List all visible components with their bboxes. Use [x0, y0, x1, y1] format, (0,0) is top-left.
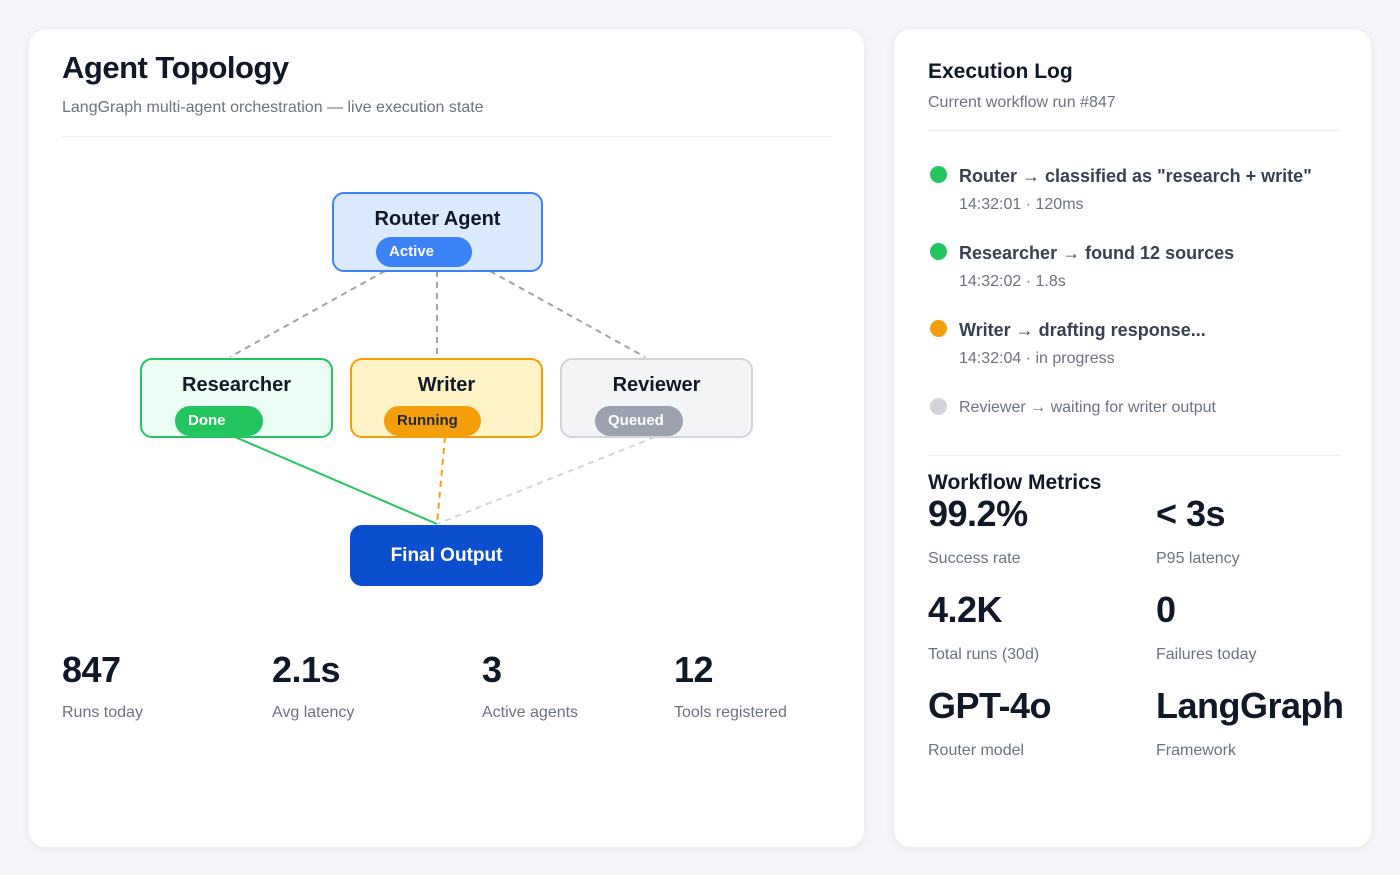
status-dot-done: [930, 243, 947, 260]
status-badge-done: Done: [175, 406, 263, 436]
node-final-output[interactable]: Final Output: [350, 525, 543, 586]
node-name: Reviewer: [612, 374, 701, 396]
log-subtitle: Current workflow run #847: [928, 94, 1116, 111]
status-badge-running: Running: [384, 406, 481, 436]
divider: [62, 136, 832, 137]
edge-reviewer-final: [436, 436, 656, 525]
node-name: Writer: [417, 374, 476, 396]
stat-active-agents: 3 Active agents: [482, 649, 579, 722]
topology-card: [28, 28, 865, 848]
node-router-agent[interactable]: Router Agent: [332, 192, 543, 272]
status-badge-queued: Queued: [595, 406, 683, 436]
edge-router-researcher: [229, 270, 386, 358]
metrics-title: Workflow Metrics: [928, 471, 1102, 494]
metric-p95-latency: < 3s P95 latency: [1156, 493, 1240, 568]
edge-router-reviewer: [489, 270, 646, 358]
page-subtitle: LangGraph multi-agent orchestration — li…: [62, 99, 484, 116]
edge-researcher-final: [234, 436, 438, 525]
page-title: Agent Topology: [62, 50, 289, 85]
metric-router-model: GPT-4o Router model: [928, 685, 1052, 760]
status-badge-active: Active: [376, 237, 472, 267]
stat-tools-registered: 12 Tools registered: [674, 649, 787, 722]
metric-success-rate: 99.2% Success rate: [928, 493, 1028, 568]
metric-framework: LangGraph Framework: [1156, 685, 1344, 760]
node-name: Researcher: [182, 374, 291, 396]
stat-avg-latency: 2.1s Avg latency: [272, 649, 355, 722]
status-dot-queued: [930, 398, 947, 415]
node-name: Final Output: [390, 545, 503, 566]
node-name: Router Agent: [374, 208, 501, 230]
status-dot-running: [930, 320, 947, 337]
metric-failures-today: 0 Failures today: [1156, 589, 1257, 664]
edge-writer-final: [436, 436, 446, 525]
execution-log-card: [893, 28, 1372, 848]
divider: [928, 130, 1340, 131]
stat-runs-today: 847 Runs today: [62, 649, 143, 722]
metric-total-runs: 4.2K Total runs (30d): [928, 589, 1040, 664]
divider: [928, 455, 1340, 456]
log-title: Execution Log: [928, 60, 1073, 83]
status-dot-done: [930, 166, 947, 183]
